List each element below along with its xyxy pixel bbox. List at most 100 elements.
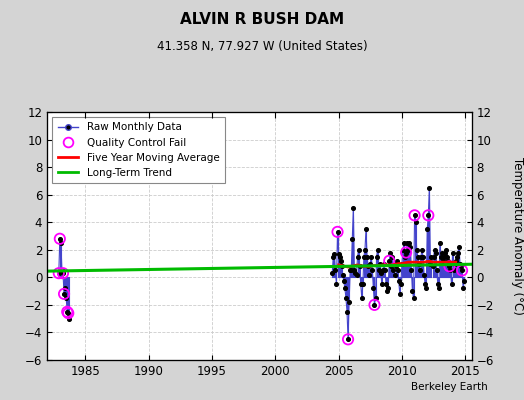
Point [373, 254, 381, 260]
Point [364, 263, 373, 270]
Point [416, 267, 424, 274]
Y-axis label: Temperature Anomaly (°C): Temperature Anomaly (°C) [510, 157, 523, 315]
Point [363, 254, 372, 260]
Point [447, 281, 456, 288]
Point [445, 263, 454, 270]
Point [411, 219, 420, 226]
Text: ALVIN R BUSH DAM: ALVIN R BUSH DAM [180, 12, 344, 27]
Point [437, 254, 445, 260]
Point [377, 270, 385, 276]
Point [458, 267, 466, 274]
Point [442, 246, 451, 253]
Point [57, 240, 65, 246]
Point [446, 267, 455, 274]
Point [426, 260, 434, 267]
Point [64, 310, 72, 316]
Point [421, 281, 429, 288]
Point [419, 254, 427, 260]
Point [418, 246, 426, 253]
Point [380, 260, 388, 267]
Text: Berkeley Earth: Berkeley Earth [411, 382, 487, 392]
Point [452, 258, 460, 264]
Point [397, 281, 405, 288]
Point [443, 254, 452, 260]
Point [422, 285, 430, 292]
Point [354, 246, 363, 253]
Point [389, 267, 398, 274]
Point [378, 281, 386, 288]
Point [359, 254, 368, 260]
Point [384, 285, 392, 292]
Point [410, 212, 419, 218]
Point [455, 244, 463, 250]
Point [444, 258, 453, 264]
Point [353, 254, 362, 260]
Point [54, 270, 63, 276]
Point [439, 258, 447, 264]
Point [386, 249, 395, 256]
Point [340, 278, 348, 285]
Point [337, 263, 346, 270]
Point [334, 251, 343, 257]
Point [435, 285, 443, 292]
Point [438, 249, 446, 256]
Point [390, 271, 399, 278]
Point [350, 267, 358, 274]
Point [445, 263, 454, 270]
Point [345, 299, 353, 305]
Point [370, 302, 379, 308]
Point [357, 295, 366, 301]
Point [379, 267, 387, 274]
Point [412, 246, 421, 253]
Point [406, 244, 414, 250]
Point [65, 316, 73, 322]
Point [392, 258, 401, 264]
Point [405, 240, 413, 246]
Point [61, 285, 69, 292]
Point [427, 254, 435, 260]
Point [365, 271, 374, 278]
Point [349, 205, 357, 212]
Point [367, 254, 376, 260]
Point [333, 229, 342, 235]
Point [343, 308, 351, 315]
Point [59, 270, 67, 276]
Point [366, 260, 375, 267]
Point [348, 236, 356, 242]
Point [375, 267, 383, 274]
Point [407, 267, 416, 274]
Point [458, 267, 466, 274]
Point [456, 260, 464, 267]
Point [346, 267, 354, 274]
Point [451, 260, 459, 267]
Point [414, 260, 423, 267]
Point [420, 271, 428, 278]
Point [440, 254, 449, 260]
Point [351, 270, 359, 276]
Point [424, 212, 432, 218]
Point [368, 267, 377, 274]
Point [454, 249, 462, 256]
Point [372, 295, 380, 301]
Point [344, 336, 352, 342]
Point [395, 278, 403, 285]
Point [430, 246, 439, 253]
Point [394, 267, 402, 274]
Point [59, 270, 67, 276]
Point [457, 263, 465, 270]
Point [453, 254, 461, 260]
Point [402, 249, 410, 256]
Point [459, 285, 467, 292]
Point [436, 240, 444, 246]
Point [425, 184, 433, 191]
Point [409, 295, 418, 301]
Point [56, 236, 64, 242]
Point [370, 302, 379, 308]
Point [433, 267, 441, 274]
Point [56, 236, 64, 242]
Point [423, 226, 431, 232]
Legend: Raw Monthly Data, Quality Control Fail, Five Year Moving Average, Long-Term Tren: Raw Monthly Data, Quality Control Fail, … [52, 117, 225, 183]
Point [385, 258, 394, 264]
Point [449, 249, 457, 256]
Point [347, 267, 355, 274]
